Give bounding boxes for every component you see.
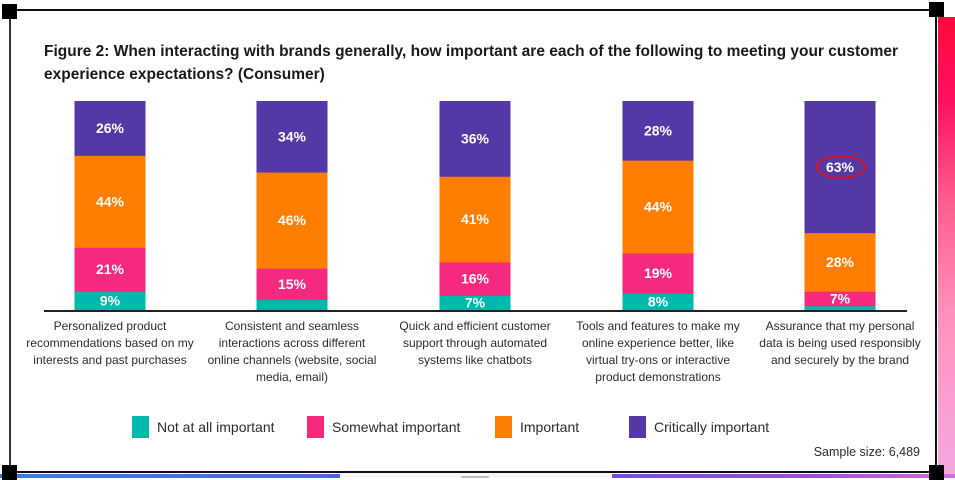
- bar-segment-important: [256, 172, 328, 269]
- category-label-5: Assurance that my personal data is being…: [759, 319, 921, 367]
- legend-swatch: [132, 416, 149, 438]
- legend-item-not-at-all-important: Not at all important: [132, 415, 275, 439]
- data-label: 28%: [826, 254, 855, 270]
- bar-segment-somewhat-important: [622, 253, 694, 294]
- bar-stack-1: 9% 21% 44% 26%: [74, 101, 146, 311]
- bar-segment-important: [74, 155, 146, 248]
- bar-segment-important: [439, 176, 511, 263]
- resize-handle-top-left[interactable]: [2, 4, 17, 19]
- sample-size-note: Sample size: 6,489: [813, 445, 920, 459]
- data-label: 21%: [96, 261, 125, 277]
- resize-handle-bottom-left[interactable]: [2, 465, 17, 480]
- data-label: 7%: [830, 291, 851, 307]
- legend-swatch: [307, 416, 324, 438]
- data-label: 15%: [278, 276, 307, 292]
- data-label: 46%: [278, 212, 307, 228]
- resize-handle-bottom-right[interactable]: [929, 465, 944, 480]
- category-label-2: Consistent and seamless interactions acr…: [207, 319, 377, 384]
- data-label: 44%: [644, 199, 673, 215]
- bar-segment-not-at-all-important: [74, 291, 146, 311]
- category-label-1: Personalized product recommendations bas…: [26, 319, 194, 367]
- bar-segment-somewhat-important: [804, 291, 876, 307]
- category-label-4: Tools and features to make my online exp…: [576, 319, 740, 384]
- data-label: 9%: [100, 293, 121, 309]
- legend-item-critically-important: Critically important: [629, 415, 769, 439]
- data-label: 34%: [278, 129, 307, 145]
- data-label: 16%: [461, 271, 490, 287]
- bar-segment-critically-important: [74, 101, 146, 156]
- bar-segment-critically-important: [256, 101, 328, 173]
- bar-segment-not-at-all-important: [256, 299, 328, 311]
- data-label: 8%: [648, 294, 669, 310]
- bottom-panel-tab[interactable]: [340, 470, 612, 478]
- bar-segment-important: [622, 160, 694, 254]
- category-label-3: Quick and efficient customer support thr…: [399, 319, 551, 367]
- legend-item-important: Important: [495, 415, 579, 439]
- data-label: 63%: [826, 159, 855, 175]
- bar-stack-4: 8% 19% 44% 28%: [622, 101, 694, 311]
- background-gradient-strip: [938, 17, 955, 478]
- selection-frame-right: [935, 10, 937, 472]
- bar-segment-critically-important: [439, 101, 511, 177]
- resize-handle-top-right[interactable]: [929, 2, 944, 17]
- legend-label: Critically important: [654, 419, 770, 435]
- legend-item-somewhat-important: Somewhat important: [307, 415, 460, 439]
- selection-frame-top: [10, 9, 936, 11]
- data-label: 44%: [96, 193, 125, 209]
- bottom-panel-handle[interactable]: [461, 476, 489, 478]
- legend-label: Important: [520, 419, 580, 435]
- bar-segment-not-at-all-important: [622, 293, 694, 311]
- highlight-circle-annotation: [816, 154, 866, 179]
- bar-segment-critically-important: [622, 101, 694, 161]
- selection-frame-bottom: [10, 471, 936, 473]
- selection-frame-left: [9, 10, 11, 472]
- bar-stack-3: 7% 16% 41% 36%: [439, 101, 511, 311]
- data-label: 28%: [644, 123, 673, 139]
- legend-label: Not at all important: [157, 419, 275, 435]
- bar-segment-somewhat-important: [74, 247, 146, 292]
- bar-segment-important: [804, 232, 876, 292]
- bar-stack-5: 7% 28% 63%: [804, 101, 876, 311]
- data-label: 26%: [96, 120, 125, 136]
- legend-swatch: [495, 416, 512, 438]
- bar-stack-2: 15% 46% 34%: [256, 101, 328, 311]
- bar-segment-somewhat-important: [256, 268, 328, 301]
- data-label: 41%: [461, 211, 490, 227]
- data-label: 36%: [461, 131, 490, 147]
- bar-segment-not-at-all-important: [439, 295, 511, 311]
- data-label: 7%: [465, 295, 486, 311]
- legend-swatch: [629, 416, 646, 438]
- bar-segment-somewhat-important: [439, 261, 511, 296]
- bar-segment-not-at-all-important: [804, 305, 876, 311]
- chart-title: Figure 2: When interacting with brands g…: [44, 43, 899, 83]
- legend-label: Somewhat important: [332, 419, 461, 435]
- data-label: 19%: [644, 265, 673, 281]
